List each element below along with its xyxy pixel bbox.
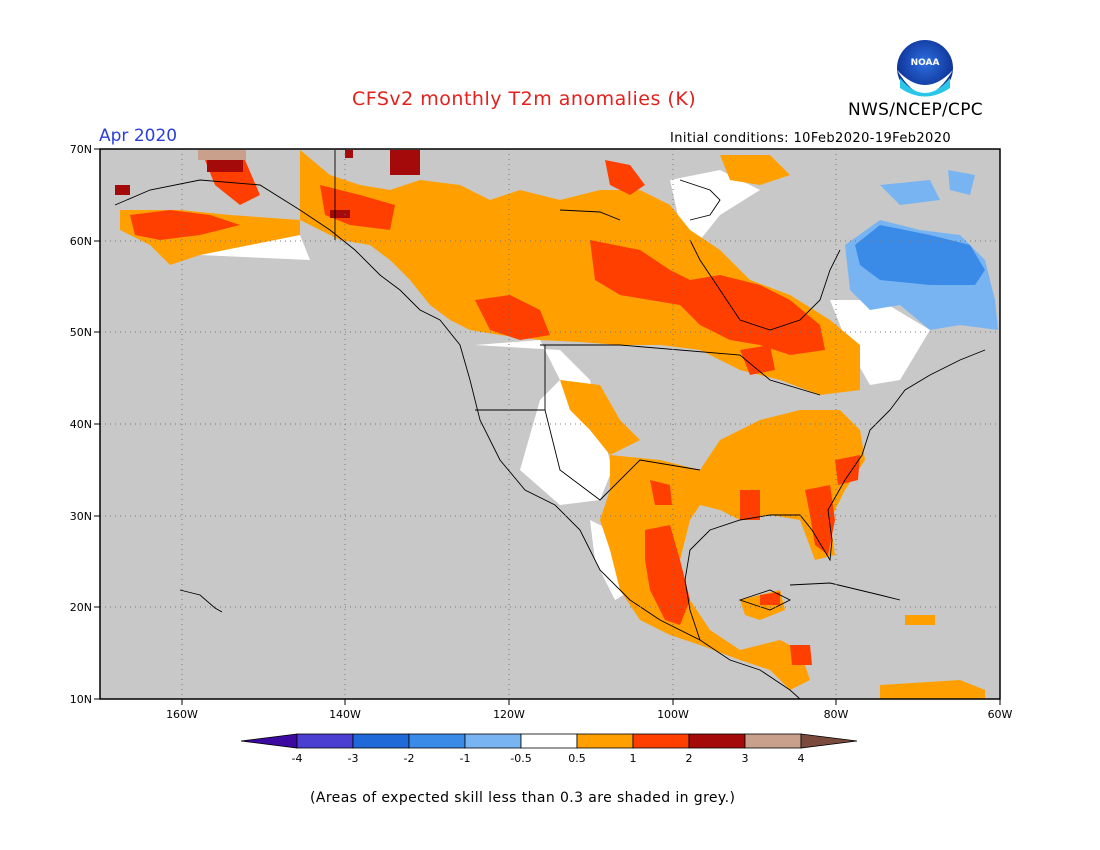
hot-anomaly-carolinas xyxy=(835,455,860,485)
lat-tick-label: 50N xyxy=(70,326,92,339)
lon-tick-label: 160W xyxy=(166,708,198,721)
forecast-month: Apr 2020 xyxy=(99,126,178,146)
lon-tick-label: 140W xyxy=(329,708,361,721)
colorbar-swatch xyxy=(464,733,522,749)
colorbar-label: 0.5 xyxy=(568,752,586,765)
colorbar-swatch xyxy=(688,733,746,749)
cold-anomaly-labrador-core xyxy=(855,225,985,285)
colorbar-arrow-high xyxy=(800,733,858,749)
colorbar-swatch xyxy=(408,733,466,749)
lon-tick-label: 80W xyxy=(824,708,849,721)
colorbar-swatch xyxy=(576,733,634,749)
coastlines xyxy=(114,150,986,699)
hot-anomaly-central-america xyxy=(790,645,812,665)
colorbar-arrow-low xyxy=(240,733,298,749)
colorbar-swatch xyxy=(632,733,690,749)
hot-anomaly-bc xyxy=(475,295,550,340)
colorbar-label: -0.5 xyxy=(510,752,531,765)
anomaly-shading xyxy=(115,150,998,699)
lat-tick-label: 40N xyxy=(70,418,92,431)
colorbar: -4 -3 -2 -1 -0.5 0.5 1 2 3 4 xyxy=(240,733,858,765)
skill-footnote: (Areas of expected skill less than 0.3 a… xyxy=(310,790,736,806)
graticule xyxy=(100,149,1000,699)
very-hot-anomaly-1 xyxy=(390,150,420,175)
near-normal-region-quebec xyxy=(830,300,930,385)
colorbar-label: 1 xyxy=(630,752,637,765)
colorbar-label: -3 xyxy=(348,752,359,765)
initial-conditions: Initial conditions: 10Feb2020-19Feb2020 xyxy=(670,131,952,146)
lon-tick-label: 120W xyxy=(493,708,525,721)
logo-text: NOAA xyxy=(911,58,940,68)
hot-anomaly-alaska xyxy=(130,210,240,240)
colorbar-label: -4 xyxy=(292,752,303,765)
very-hot-anomaly-5 xyxy=(345,150,353,158)
lat-tick-label: 70N xyxy=(70,143,92,156)
colorbar-swatch xyxy=(520,733,578,749)
hot-anomaly-nwt xyxy=(320,185,395,230)
lat-tick-label: 60N xyxy=(70,235,92,248)
colorbar-label: 4 xyxy=(798,752,805,765)
colorbar-swatch xyxy=(296,733,354,749)
warm-anomaly-caribbean xyxy=(880,680,985,699)
warm-anomaly-ne-canada xyxy=(720,155,790,185)
map-title: CFSv2 monthly T2m anomalies (K) xyxy=(352,88,697,110)
hot-anomaly-cuba xyxy=(760,592,780,605)
hot-anomaly-florida xyxy=(805,485,835,555)
lon-tick-label: 60W xyxy=(988,708,1013,721)
warm-anomaly-islands xyxy=(905,615,935,625)
noaa-logo: NOAA xyxy=(897,40,953,97)
colorbar-swatch xyxy=(744,733,802,749)
warm-anomaly-us-west xyxy=(560,380,640,455)
lat-tick-label: 20N xyxy=(70,601,92,614)
very-hot-anomaly-2 xyxy=(207,160,243,172)
hot-anomaly-arctic xyxy=(605,160,645,195)
lat-tick-label: 10N xyxy=(70,693,92,706)
colorbar-label: 3 xyxy=(742,752,749,765)
hot-anomaly-texas xyxy=(650,480,672,505)
colorbar-label: -1 xyxy=(460,752,471,765)
cold-anomaly-baffin-2 xyxy=(948,170,975,195)
near-normal-region-hudson xyxy=(670,170,760,240)
very-hot-anomaly-3 xyxy=(115,185,130,195)
colorbar-swatch xyxy=(352,733,410,749)
lon-tick-label: 100W xyxy=(657,708,689,721)
hot-anomaly-central-canada xyxy=(590,240,825,355)
agency-label: NWS/NCEP/CPC xyxy=(848,100,983,120)
extreme-hot-anomaly xyxy=(198,150,246,160)
hot-anomaly-mexico xyxy=(645,525,690,625)
hot-anomaly-lake-region xyxy=(740,345,775,375)
hot-anomaly-gulf-coast xyxy=(740,490,760,520)
near-normal-region-west xyxy=(475,340,612,505)
colorbar-label: -2 xyxy=(404,752,415,765)
axis-ticks xyxy=(94,148,1001,705)
colorbar-label: 2 xyxy=(686,752,693,765)
very-hot-anomaly-4 xyxy=(330,210,350,218)
lat-tick-label: 30N xyxy=(70,510,92,523)
cold-anomaly-baffin xyxy=(880,180,940,205)
